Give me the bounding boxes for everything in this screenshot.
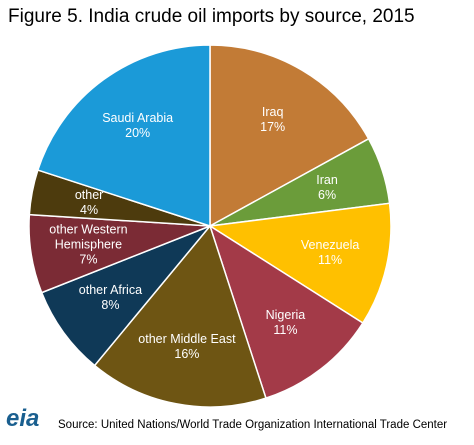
slice-value: 16%	[174, 346, 200, 361]
slice-label: Venezuela 11%	[301, 238, 359, 268]
slice-label: other Africa 8%	[79, 283, 142, 313]
slice-name: Iraq	[261, 105, 284, 120]
pie-slice	[209, 44, 370, 228]
slice-name: other Middle East	[138, 331, 236, 346]
slice-value: 11%	[273, 323, 298, 338]
slice-label: other Middle East 16%	[138, 332, 235, 362]
slice-name: other Western Hemisphere	[49, 222, 128, 252]
slice-label: Saudi Arabia 20%	[102, 111, 173, 141]
source: Source: United Nations/World Trade Organ…	[58, 419, 448, 431]
slice-name: other Africa	[78, 283, 143, 298]
pie-slice	[208, 224, 364, 400]
slice-value: 7%	[79, 252, 98, 267]
slice-label: other Western Hemisphere 7%	[33, 223, 143, 268]
slice-value: 8%	[101, 298, 120, 313]
slice-label: Iraq 17%	[260, 105, 285, 135]
slice-name: other	[74, 187, 104, 202]
logo: eia	[6, 405, 40, 432]
slice-name: Venezuela	[300, 237, 360, 252]
slice-label: Iran 6%	[316, 173, 338, 203]
slice-value: 6%	[318, 187, 337, 202]
chart-title: Figure 5. India crude oil imports by sou…	[8, 6, 415, 27]
pie-slice	[36, 44, 211, 228]
pie-slice	[207, 202, 392, 325]
pie-slice	[93, 224, 267, 408]
slice-label: other 4%	[75, 188, 104, 218]
slice-name: Iran	[316, 172, 338, 187]
slice-value: 4%	[80, 202, 99, 217]
pie-slice	[40, 225, 211, 367]
slice-value: 20%	[125, 126, 151, 141]
slice-name: Saudi Arabia	[102, 111, 174, 126]
slice-name: Nigeria	[265, 308, 306, 323]
slice-label: Nigeria 11%	[266, 308, 306, 338]
slice-value: 11%	[318, 252, 343, 267]
slice-value: 17%	[260, 120, 286, 135]
